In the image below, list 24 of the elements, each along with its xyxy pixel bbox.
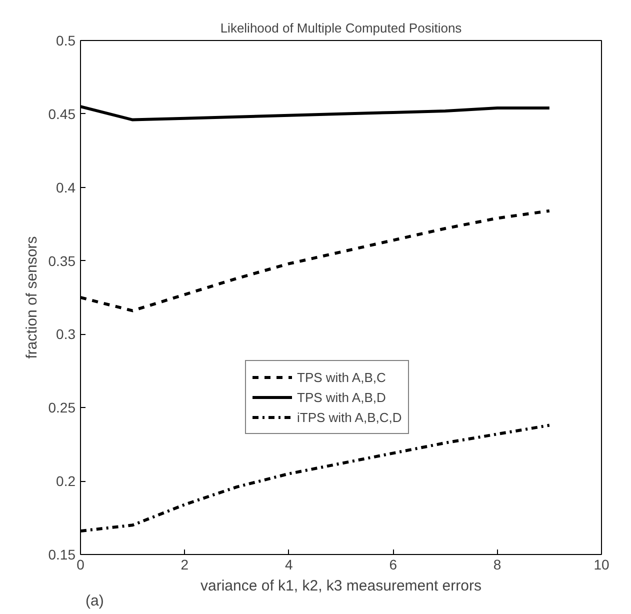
line-series: [80, 209, 551, 312]
x-axis-title: variance of k1, k2, k3 measurement errors: [200, 578, 482, 594]
legend-label: iTPS with A,B,C,D: [297, 410, 402, 424]
chart-title: Likelihood of Multiple Computed Positions: [220, 20, 462, 36]
x-tick-label: 4: [285, 556, 294, 572]
x-tick-label: 0: [76, 556, 85, 572]
legend-label: TPS with A,B,C: [297, 370, 386, 384]
line-series: [80, 424, 551, 533]
text: (a): [86, 592, 104, 610]
x-tick-label: 8: [493, 556, 502, 572]
y-tick-label: 0.15: [48, 546, 76, 562]
legend-label: TPS with A,B,D: [297, 390, 386, 404]
y-tick-label: 0.2: [56, 473, 76, 490]
y-tick-label: 0.4: [56, 179, 76, 196]
line-series: [80, 105, 551, 122]
y-tick-label: 0.5: [56, 32, 76, 48]
y-tick-label: 0.3: [56, 326, 76, 342]
x-tick-label: 10: [594, 556, 610, 572]
y-tick-label: 0.35: [48, 252, 76, 269]
y-axis-title: fraction of sensors: [23, 236, 40, 359]
x-tick-label: 6: [389, 556, 398, 572]
x-tick-label: 2: [180, 556, 189, 572]
y-tick-label: 0.25: [48, 400, 76, 416]
y-tick-label: 0.45: [48, 106, 76, 122]
